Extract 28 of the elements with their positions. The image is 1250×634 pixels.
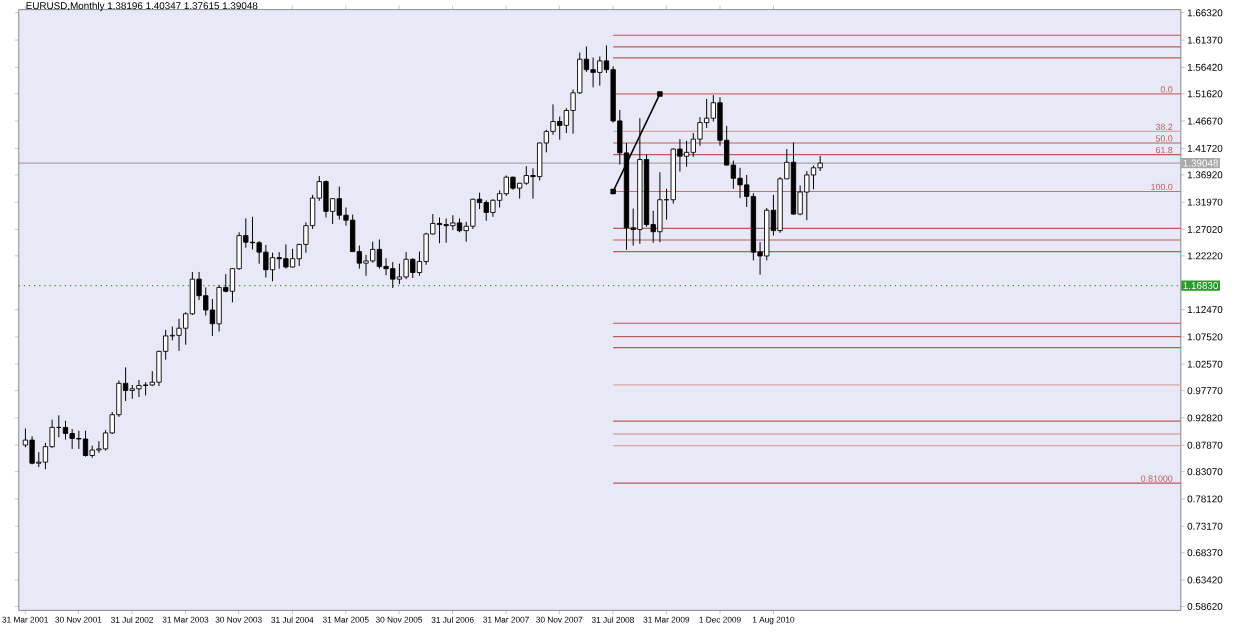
candlestick — [323, 179, 329, 218]
candlestick — [810, 165, 817, 190]
candlestick — [336, 185, 342, 221]
candlestick — [289, 248, 296, 268]
candlestick — [82, 430, 89, 458]
candlestick — [136, 379, 142, 398]
candlestick — [62, 420, 69, 440]
candlestick — [216, 284, 222, 332]
candlestick — [263, 244, 269, 278]
candlestick — [483, 199, 489, 222]
candlestick — [376, 238, 383, 270]
candlestick — [403, 251, 409, 280]
candlestick — [69, 428, 75, 450]
candlestick — [657, 171, 663, 243]
candlestick — [804, 170, 810, 221]
candlestick — [436, 216, 443, 244]
candlestick — [557, 115, 563, 141]
candlestick — [410, 257, 416, 279]
candlestick — [737, 167, 743, 199]
candlestick — [276, 251, 282, 270]
candlestick — [390, 261, 396, 289]
candlestick — [283, 243, 289, 270]
candlestick — [269, 252, 276, 282]
candlestick — [76, 430, 82, 450]
candlestick — [683, 140, 690, 168]
candlestick — [176, 318, 182, 352]
candlestick — [29, 435, 35, 465]
candlestick — [443, 217, 449, 244]
